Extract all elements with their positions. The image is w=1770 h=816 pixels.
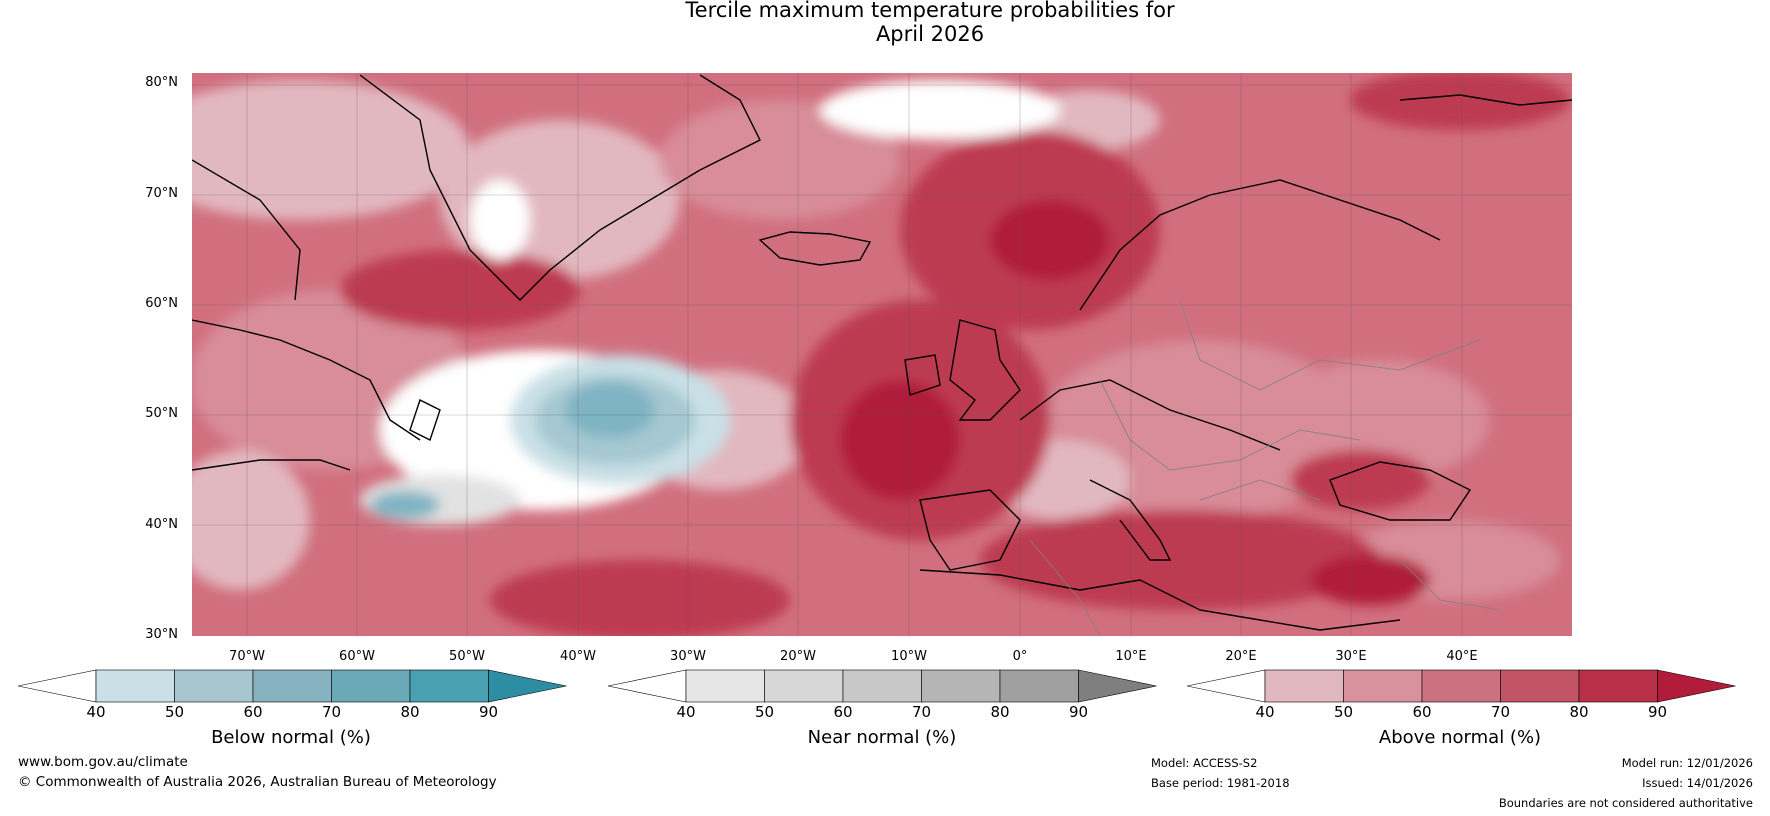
footer-copyright: © Commonwealth of Australia 2026, Austra… xyxy=(18,774,497,790)
lat-label-70n: 70°N xyxy=(145,186,178,201)
colorbar-tick-label: 90 xyxy=(1068,703,1089,721)
ireland xyxy=(904,354,941,396)
probability-field xyxy=(192,73,1570,636)
baffin-coast xyxy=(192,159,301,301)
colorbar-tick-label: 50 xyxy=(164,703,185,721)
arctic-russia xyxy=(1399,94,1572,106)
colorbar-above-label: Above normal (%) xyxy=(1378,727,1542,748)
lon-label-40w: 40°W xyxy=(560,649,596,664)
colorbar-tick-label: 50 xyxy=(754,703,775,721)
colorbar-segment xyxy=(331,669,411,703)
lat-label-50n: 50°N xyxy=(145,406,178,421)
north-africa xyxy=(919,569,1401,631)
map-panel xyxy=(192,73,1572,636)
colorbar-tick-label: 40 xyxy=(1255,703,1275,721)
lon-label-30w: 30°W xyxy=(670,649,706,664)
colorbar-segment xyxy=(252,669,332,703)
colorbar-tick-label: 50 xyxy=(1333,703,1354,721)
colorbar-segment xyxy=(1264,669,1344,703)
greenland-coast xyxy=(359,74,761,301)
footer-issued: Issued: 14/01/2026 xyxy=(1642,776,1753,790)
labrador-coast xyxy=(192,319,421,441)
lat-label-80n: 80°N xyxy=(145,75,178,90)
colorbar-segment xyxy=(1578,669,1658,703)
nova-scotia-coast xyxy=(192,459,351,471)
colorbar-tick-label: 60 xyxy=(243,703,263,721)
lon-label-10e: 10°E xyxy=(1115,649,1147,664)
footer-website: www.bom.gov.au/climate xyxy=(18,754,188,770)
lat-label-40n: 40°N xyxy=(145,517,178,532)
colorbar-segment xyxy=(1500,669,1580,703)
italy xyxy=(1089,479,1172,561)
colorbar-above xyxy=(1186,669,1736,703)
british-isles xyxy=(949,319,1021,421)
colorbar-tick-label: 70 xyxy=(911,703,932,721)
colorbar-extend-high xyxy=(1657,669,1736,703)
lon-label-50w: 50°W xyxy=(449,649,485,664)
colorbar-tick-label: 40 xyxy=(676,703,696,721)
title-line-1: Tercile maximum temperature probabilitie… xyxy=(685,0,1175,22)
footer-disclaimer: Boundaries are not considered authoritat… xyxy=(1498,796,1753,810)
scandinavia-coast xyxy=(1079,179,1441,311)
lon-label-40e: 40°E xyxy=(1446,649,1478,664)
lat-label-60n: 60°N xyxy=(145,296,178,311)
lat-label-30n: 30°N xyxy=(145,627,178,642)
footer-base-period: Base period: 1981-2018 xyxy=(1151,776,1290,790)
colorbar-segment xyxy=(921,669,1001,703)
europe-coast xyxy=(1019,379,1281,451)
black-sea xyxy=(1329,461,1472,521)
colorbar-near-label: Near normal (%) xyxy=(807,727,957,748)
iceland xyxy=(758,231,872,266)
colorbar-tick-label: 80 xyxy=(1569,703,1589,721)
colorbar-tick-label: 80 xyxy=(990,703,1010,721)
colorbar-extend-high xyxy=(1078,669,1157,703)
colorbar-tick-label: 70 xyxy=(1490,703,1511,721)
lon-label-10w: 10°W xyxy=(891,649,927,664)
colorbar-near xyxy=(607,669,1157,703)
lon-label-70w: 70°W xyxy=(229,649,265,664)
colorbar-segment xyxy=(842,669,922,703)
colorbar-segment xyxy=(409,669,489,703)
country-borders xyxy=(1029,299,1501,636)
colorbar-segment xyxy=(999,669,1079,703)
lon-label-30e: 30°E xyxy=(1335,649,1367,664)
colorbar-tick-label: 60 xyxy=(833,703,853,721)
colorbar-below-label: Below normal (%) xyxy=(211,727,371,748)
colorbar-tick-label: 90 xyxy=(478,703,499,721)
chart-title: Tercile maximum temperature probabilitie… xyxy=(0,0,1770,46)
colorbar-segment xyxy=(174,669,254,703)
colorbar-segment xyxy=(685,669,765,703)
gridlines xyxy=(192,73,1572,636)
colorbar-segment xyxy=(1421,669,1501,703)
colorbar-tick-label: 80 xyxy=(400,703,420,721)
footer-model-run: Model run: 12/01/2026 xyxy=(1621,756,1753,770)
colorbar-extend-low xyxy=(1186,669,1266,703)
iberia xyxy=(919,489,1021,571)
coastlines xyxy=(192,74,1572,631)
footer-model: Model: ACCESS-S2 xyxy=(1151,756,1258,770)
lon-label-20w: 20°W xyxy=(780,649,816,664)
colorbar-tick-label: 40 xyxy=(86,703,106,721)
colorbar-extend-high xyxy=(488,669,567,703)
colorbar-tick-label: 90 xyxy=(1647,703,1668,721)
lon-label-20e: 20°E xyxy=(1225,649,1257,664)
colorbar-tick-label: 60 xyxy=(1412,703,1432,721)
colorbar-segment xyxy=(764,669,844,703)
newfoundland xyxy=(409,399,441,441)
colorbar-below xyxy=(17,669,567,703)
lon-label-60w: 60°W xyxy=(339,649,375,664)
title-line-2: April 2026 xyxy=(875,22,985,46)
colorbar-segment xyxy=(95,669,175,703)
colorbar-extend-low xyxy=(17,669,97,703)
colorbar-tick-label: 70 xyxy=(321,703,342,721)
lon-label-0: 0° xyxy=(1012,649,1028,664)
colorbar-extend-low xyxy=(607,669,687,703)
colorbar-segment xyxy=(1343,669,1423,703)
